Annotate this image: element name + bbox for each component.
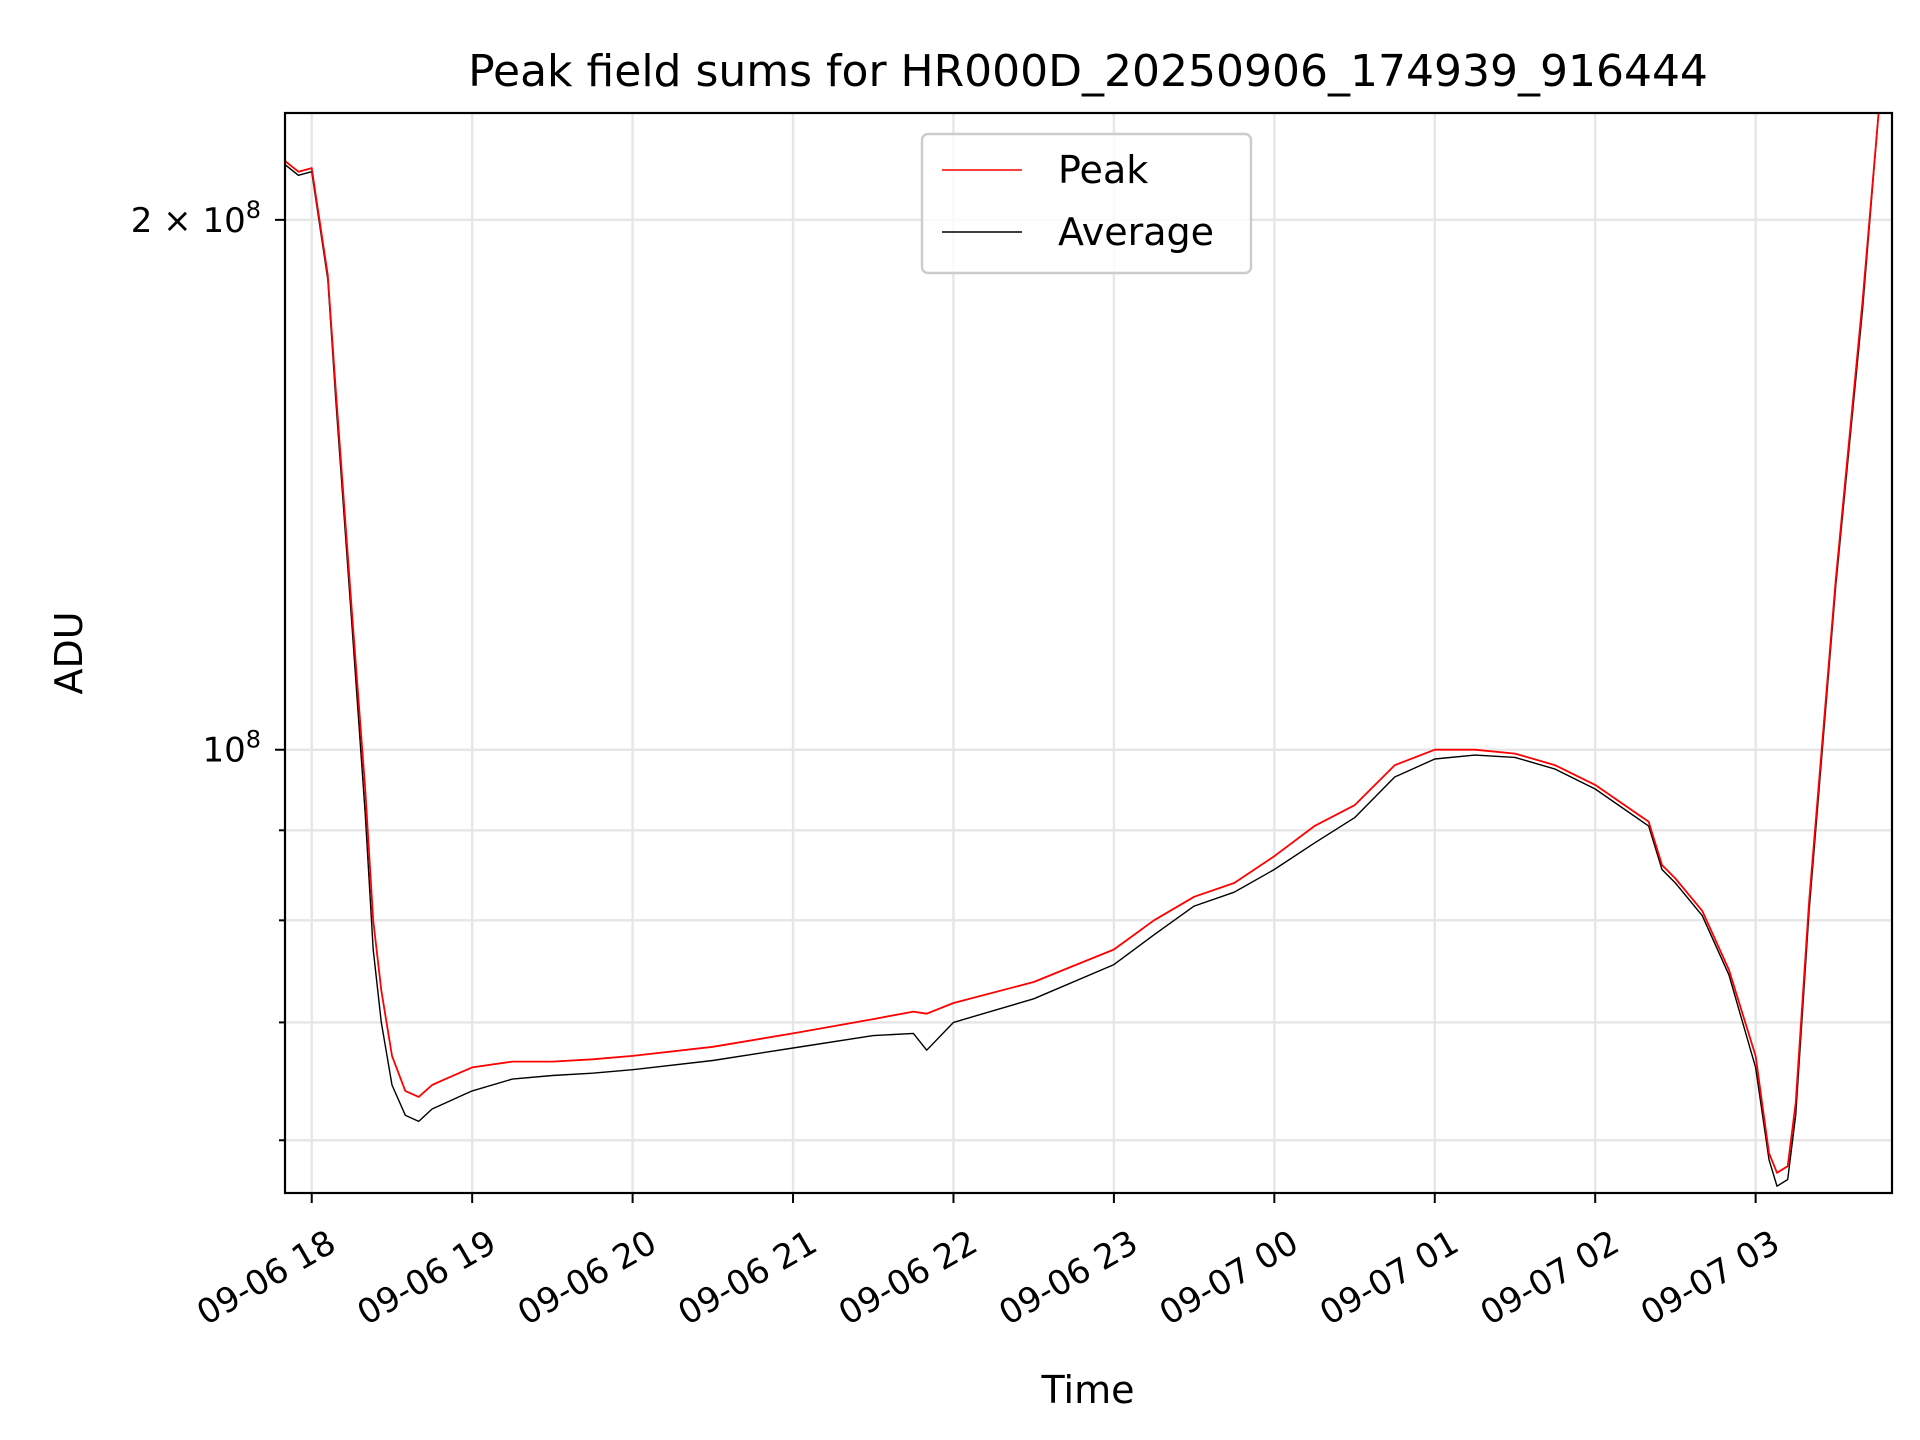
x-tick-label: 09-06 21 <box>672 1223 824 1334</box>
plot-frame <box>283 111 1894 1195</box>
chart-title: Peak field sums for HR000D_20250906_1749… <box>468 46 1708 97</box>
x-tick-label: 09-07 01 <box>1313 1223 1465 1334</box>
x-tick-label: 09-07 03 <box>1634 1223 1786 1334</box>
x-axis-label: Time <box>1041 1368 1135 1412</box>
grid-layer <box>285 113 1892 1193</box>
legend-label-peak: Peak <box>1058 148 1148 192</box>
x-tick-label: 09-06 19 <box>351 1223 503 1334</box>
x-tick-label: 09-06 23 <box>992 1223 1144 1334</box>
y-axis-label: ADU <box>47 611 91 694</box>
x-tick-label: 09-07 02 <box>1474 1223 1626 1334</box>
series-line-average <box>285 113 1880 1187</box>
y-tick-label: 2 × 108 <box>131 196 261 241</box>
x-tick-label: 09-06 20 <box>511 1223 663 1334</box>
x-tick-label: 09-06 22 <box>832 1223 984 1334</box>
legend: Peak Average <box>920 132 1253 275</box>
series-layer <box>285 113 1880 1187</box>
x-tick-label: 09-07 00 <box>1153 1223 1305 1334</box>
legend-label-average: Average <box>1058 210 1214 254</box>
legend-box <box>920 132 1253 275</box>
y-tick-label: 108 <box>202 726 261 771</box>
series-line-peak <box>285 113 1880 1174</box>
x-tick-label: 09-06 18 <box>190 1223 342 1334</box>
